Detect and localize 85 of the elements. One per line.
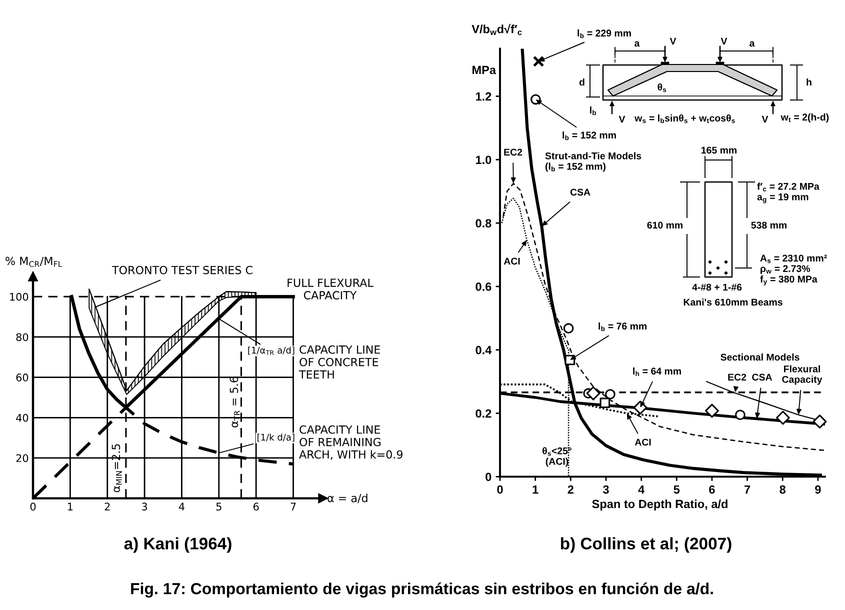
x-tick-label: 0: [497, 485, 503, 494]
annotation: CSA: [570, 188, 590, 196]
annotation: CAPACITY LINE OF REMAINING ARCH, WITH k=0.9: [299, 425, 403, 460]
annotation: w$_{t}$ = 2(h-d): [780, 113, 829, 122]
annotation: 610 mm: [647, 222, 683, 229]
x-tick-label: 6: [253, 502, 259, 511]
annotation: l$_{b}$ = 76 mm: [598, 322, 646, 332]
annotation: EC2: [728, 374, 746, 381]
x-tick-label: 4: [638, 485, 645, 494]
annotation: 165 mm: [702, 146, 737, 154]
x-axis-title: α = a/d: [328, 494, 368, 504]
point: [704, 404, 719, 418]
point: [586, 386, 600, 400]
point: [600, 398, 610, 408]
annotation: [1/α$_{TR}$ a/d]: [248, 346, 294, 355]
y-tick-label: 100: [10, 292, 28, 301]
text: a: [634, 41, 640, 47]
annotation: θ$_{s}$<25° (ACI): [542, 447, 572, 467]
point: [776, 410, 790, 425]
x-tick-label: 3: [142, 502, 148, 511]
y-tick-label: 80: [16, 333, 28, 342]
annotation: ACI: [504, 258, 520, 265]
point: [605, 389, 616, 400]
annotation: d: [579, 78, 584, 86]
annotation: l$_{b}$: [590, 106, 596, 116]
caption: Fig. 17: Comportamiento de vigas prismáticas sin estribos en función de a/d.: [131, 582, 713, 598]
point: [735, 410, 746, 420]
x-tick-label: 0: [30, 502, 36, 511]
x-tick-label: 9: [815, 485, 821, 494]
x-tick-label: 2: [104, 502, 110, 510]
annotation: Strut-and-Tie Models (l$_{b}$ = 152 mm): [545, 152, 642, 172]
text: a) Kani (1964): [124, 537, 232, 553]
point: [812, 414, 827, 429]
annotation: FULL FLEXURAL CAPACITY: [288, 278, 374, 300]
text: b) Collins et al; (2007): [560, 537, 732, 553]
y-tick-label: 0.8: [476, 219, 492, 228]
annotation: V: [618, 116, 626, 123]
annotation: l$_{b}$ = 229 mm: [578, 29, 631, 38]
y-tick-label: 0: [486, 472, 492, 482]
y-tick-label: 20: [16, 454, 28, 462]
annotation: 4-#8 + 1-#6: [692, 284, 742, 291]
annotation: CSA: [752, 374, 772, 381]
x-tick-label: 1: [68, 502, 73, 510]
text: w$_{s}$ = l$_{b}$sinθ$_{s}$ + w$_{t}$cosθ$_{s}$: [634, 114, 735, 124]
annotation: f′$_{c}$ = 27.2 MPa a$_{g}$ = 19 mm: [757, 182, 820, 204]
annotation: Flexural Capacity: [782, 365, 822, 385]
y-tick-label: 1.0: [476, 156, 492, 164]
y-tick-label: 0.2: [476, 409, 492, 418]
y-tick-label: 1.2: [476, 92, 492, 101]
annotation: EC2: [504, 148, 522, 156]
x-axis-title: Span to Depth Ratio, a/d: [592, 499, 728, 510]
annotation: CAPACITY LINE OF CONCRETE TEETH: [298, 345, 380, 379]
text: V/b$_{w}$d√f′$_{c}$ MPa: [472, 24, 522, 74]
annotation: V: [762, 116, 768, 123]
x-tick-label: 1: [532, 485, 538, 494]
annotation: Sectional Models: [720, 353, 800, 361]
x-tick-label: 6: [709, 485, 715, 494]
y-tick-label: 0.4: [476, 346, 492, 354]
y-tick-label: 40: [16, 414, 28, 422]
annotation: 538 mm: [751, 222, 787, 229]
x-tick-label: 7: [744, 485, 750, 494]
x-tick-label: 7: [290, 502, 296, 510]
annotation: l$_{h}$ = 64 mm: [633, 367, 681, 376]
x-tick-label: 3: [602, 485, 609, 494]
y-axis-title: % M$_{CR}$/M$_{FL}$: [6, 256, 62, 267]
annotation: TORONTO TEST SERIES C: [112, 266, 252, 274]
annotation: h: [806, 78, 812, 86]
x-tick-label: 5: [674, 485, 680, 494]
text: V: [720, 38, 728, 45]
text: A$_{s}$ = 2310 mm² ρ$_{w}$ = 2.73% f$_{y}$ = 380 MPa: [760, 254, 827, 286]
annotation: Kani's 610mm Beams: [684, 298, 782, 306]
text: a: [750, 41, 755, 47]
annotation: [1/k d/a]: [258, 434, 294, 442]
point: [532, 56, 544, 68]
x-tick-label: 2: [568, 485, 574, 494]
annotation: l$_{b}$ = 152 mm: [562, 131, 616, 140]
text: V: [670, 38, 676, 45]
y-tick-label: 0.6: [476, 282, 492, 291]
point: [563, 323, 574, 334]
x-tick-label: 8: [780, 485, 786, 494]
y-tick-label: 60: [16, 374, 28, 382]
x-tick-label: 4: [178, 502, 184, 510]
annotation: θ$_{s}$: [658, 83, 666, 92]
annotation: ACI: [634, 438, 651, 446]
x-tick-label: 5: [216, 502, 222, 511]
